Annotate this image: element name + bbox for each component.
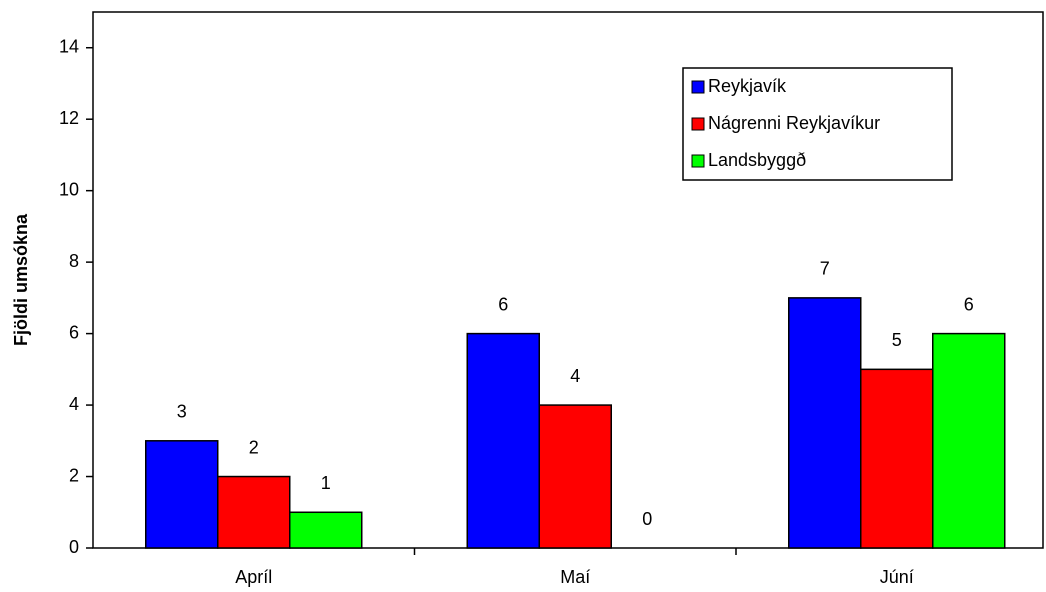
bar xyxy=(788,297,862,549)
y-tick-label: 6 xyxy=(69,322,79,342)
data-label: 6 xyxy=(498,294,508,314)
y-tick-label: 8 xyxy=(69,251,79,271)
x-tick-label: Júní xyxy=(880,567,914,587)
y-tick-label: 12 xyxy=(59,108,79,128)
bar xyxy=(466,332,540,549)
data-label: 2 xyxy=(249,437,259,457)
legend-label: Reykjavík xyxy=(708,76,787,96)
legend-label: Landsbyggð xyxy=(708,150,806,170)
y-axis-label: Fjöldi umsókna xyxy=(11,213,31,346)
bar xyxy=(289,511,363,549)
data-label: 7 xyxy=(820,259,830,279)
y-tick-label: 14 xyxy=(59,36,79,56)
x-tick-label: Maí xyxy=(560,567,590,587)
bar xyxy=(145,440,219,549)
data-label: 1 xyxy=(321,473,331,493)
data-label: 5 xyxy=(892,330,902,350)
bar xyxy=(538,404,612,549)
data-label: 0 xyxy=(642,509,652,529)
legend-label: Nágrenni Reykjavíkur xyxy=(708,113,880,133)
data-label: 3 xyxy=(177,402,187,422)
bar xyxy=(860,368,934,549)
legend-box xyxy=(682,67,953,181)
y-tick-label: 10 xyxy=(59,179,79,199)
bar xyxy=(217,475,291,549)
y-tick-label: 4 xyxy=(69,394,79,414)
y-tick-label: 2 xyxy=(69,465,79,485)
legend-swatch xyxy=(691,117,705,131)
y-tick-label: 0 xyxy=(69,537,79,557)
data-label: 4 xyxy=(570,366,580,386)
legend-swatch xyxy=(691,80,705,94)
data-label: 6 xyxy=(964,294,974,314)
bar xyxy=(932,332,1006,549)
x-tick-label: Apríl xyxy=(235,567,272,587)
legend-swatch xyxy=(691,154,705,168)
